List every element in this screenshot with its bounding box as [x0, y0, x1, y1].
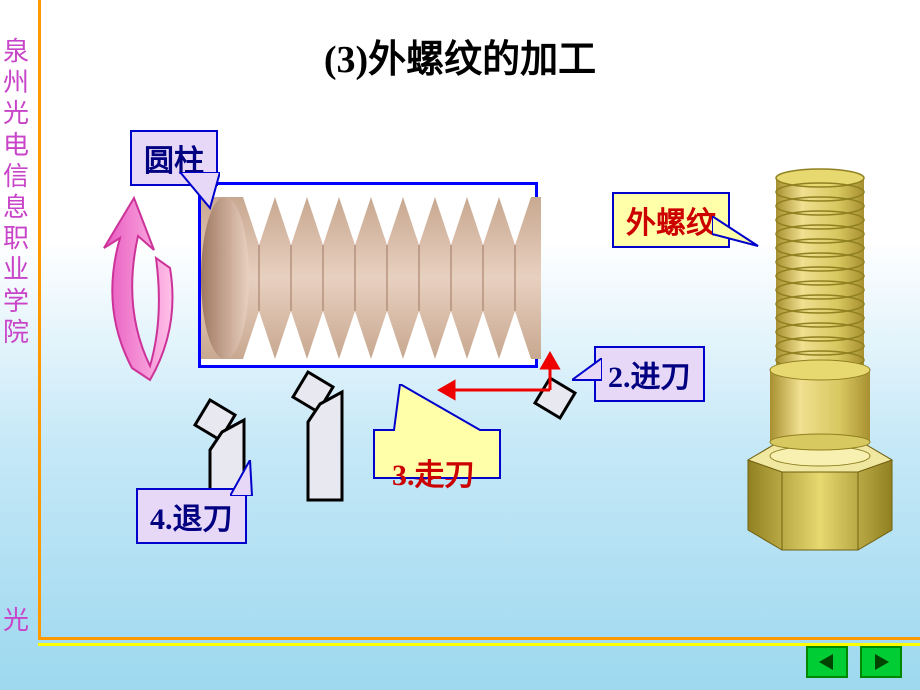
label-step2: 2.进刀 — [594, 346, 705, 402]
prev-button[interactable] — [806, 646, 848, 678]
callout-step2 — [572, 358, 602, 388]
next-button[interactable] — [860, 646, 902, 678]
footer-vertical-text: 光 — [0, 600, 32, 637]
cylinder-thread-svg — [201, 185, 541, 371]
vertical-rule — [38, 0, 41, 640]
bolt-3d-svg — [740, 160, 900, 560]
horizontal-rule-2 — [38, 643, 920, 646]
callout-external-thread — [712, 216, 762, 260]
thread-cutting-stage — [198, 182, 538, 368]
triangle-right-icon — [871, 652, 891, 672]
label-step4: 4.退刀 — [136, 488, 247, 544]
label-step3-text: 3.走刀 — [392, 450, 475, 494]
callout-cylinder — [170, 172, 220, 212]
page-title: (3)外螺纹的加工 — [0, 28, 920, 83]
triangle-left-icon — [817, 652, 837, 672]
callout-step4 — [230, 460, 270, 496]
horizontal-rule-1 — [38, 637, 920, 640]
